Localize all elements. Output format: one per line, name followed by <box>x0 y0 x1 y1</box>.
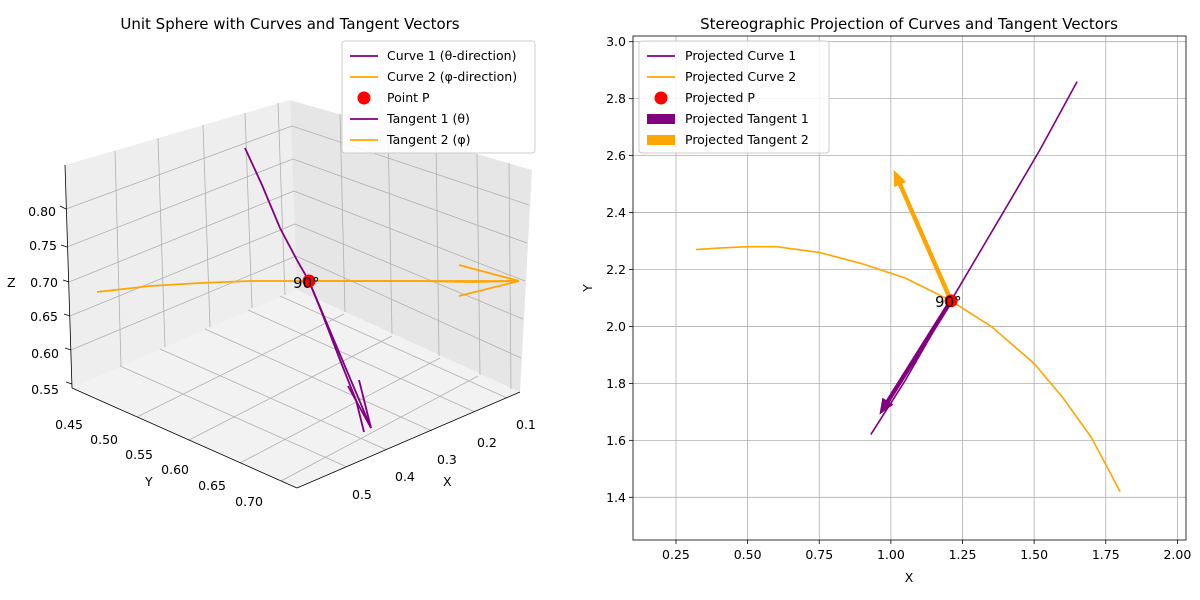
y-axis-label-3d: Y <box>144 474 153 489</box>
x-tick-label: 2.00 <box>1163 547 1191 562</box>
legend-label: Projected Curve 1 <box>685 48 796 63</box>
x-tick-label: 1.25 <box>949 547 977 562</box>
y-tick-label: 1.6 <box>606 433 626 448</box>
x-tick-label: 0.1 <box>516 417 536 432</box>
angle-annotation-2d: 90° <box>935 293 962 311</box>
axes-3d-lines <box>59 164 521 489</box>
legend-label: Point P <box>387 90 430 105</box>
z-tick-labels: 0.80 0.75 0.70 0.65 0.60 0.55 <box>28 204 59 397</box>
x-tick-label: 1.75 <box>1092 547 1120 562</box>
z-tick-label: 0.55 <box>31 382 59 397</box>
chart-3d-title: Unit Sphere with Curves and Tangent Vect… <box>120 15 459 33</box>
y-tick-label: 0.55 <box>125 447 153 462</box>
angle-annotation-3d: 90° <box>293 274 320 292</box>
y-tick-label: 0.65 <box>198 478 226 493</box>
legend-frame <box>638 40 830 154</box>
marks-2d: 90° <box>695 81 1121 492</box>
x-axis-label-3d: X <box>443 474 452 489</box>
tangent-1-theta <box>308 280 372 429</box>
series-line-1 <box>870 81 1078 436</box>
y-tick-label: 0.45 <box>55 417 83 432</box>
z-tick-label: 0.80 <box>28 204 56 219</box>
pane-x-wall <box>290 100 532 392</box>
y-tick-label: 2.6 <box>606 148 626 163</box>
x-tick-label: 0.25 <box>662 547 690 562</box>
x-tick-label: 1.50 <box>1020 547 1048 562</box>
z-tick-label: 0.75 <box>29 238 57 253</box>
legend-label: Projected Tangent 1 <box>685 111 809 126</box>
y-tick-label: 3.0 <box>606 34 626 49</box>
x-tick-label: 1.00 <box>877 547 905 562</box>
x-axis-label-2d: X <box>905 570 914 585</box>
legend-swatch <box>654 91 668 105</box>
series-line-2 <box>695 245 1121 492</box>
x-tick-label: 0.3 <box>437 452 457 467</box>
ticks-2d: 0.25 0.50 0.75 1.00 1.25 1.50 1.75 2.00 1.4 1.6 1.… <box>606 34 1191 562</box>
legend-label: Projected P <box>685 90 755 105</box>
x-tick-label: 0.2 <box>477 435 497 450</box>
chart-2d: Stereographic Projection of Curves and T… <box>580 15 1191 585</box>
y-tick-label: 0.50 <box>90 432 118 447</box>
projected-tangent-2 <box>893 169 954 302</box>
legend-swatch <box>647 135 675 145</box>
y-axis-label-2d: Y <box>580 284 595 293</box>
y-tick-label: 0.70 <box>235 494 263 509</box>
legend-label: Projected Curve 2 <box>685 69 796 84</box>
z-tick-label: 0.70 <box>30 275 58 290</box>
x-tick-label: 0.75 <box>805 547 833 562</box>
chart-3d: Unit Sphere with Curves and Tangent Vect… <box>7 15 536 509</box>
y-tick-label: 2.4 <box>606 205 626 220</box>
legend-label: Tangent 2 (φ) <box>386 132 471 147</box>
legend-label: Curve 2 (φ-direction) <box>387 69 517 84</box>
legend-swatch <box>357 91 371 105</box>
plot-frame <box>632 35 1187 541</box>
pane-floor <box>72 290 520 488</box>
x-tick-labels: 0.1 0.2 0.3 0.4 0.5 <box>352 417 536 502</box>
tangent-2-phi <box>309 264 520 297</box>
y-tick-label: 2.0 <box>606 319 626 334</box>
x-tick-label: 0.5 <box>352 487 372 502</box>
legend-frame <box>341 40 536 154</box>
legend-label: Projected Tangent 2 <box>685 132 809 147</box>
legend-swatch <box>647 114 675 124</box>
projected-tangent-1 <box>879 299 953 415</box>
y-tick-label: 2.2 <box>606 262 626 277</box>
legend-3d: Curve 1 (θ-direction) Curve 2 (φ-directi… <box>341 40 536 154</box>
legend-label: Curve 1 (θ-direction) <box>387 48 516 63</box>
y-tick-label: 1.4 <box>606 490 626 505</box>
y-tick-label: 2.8 <box>606 91 626 106</box>
x-tick-label: 0.50 <box>734 547 762 562</box>
legend-label: Tangent 1 (θ) <box>386 111 470 126</box>
grid-3d <box>65 102 530 482</box>
pane-y-wall <box>65 100 297 388</box>
y-tick-label: 0.60 <box>161 462 189 477</box>
z-axis-label: Z <box>7 275 16 290</box>
projected-point-p <box>944 294 958 308</box>
legend-2d: Projected Curve 1 Projected Curve 2 Proj… <box>638 40 830 154</box>
y-tick-labels: 0.45 0.50 0.55 0.60 0.65 0.70 <box>55 417 263 509</box>
chart-2d-title: Stereographic Projection of Curves and T… <box>700 15 1118 33</box>
z-tick-label: 0.60 <box>31 346 59 361</box>
point-p-3d <box>302 274 316 288</box>
z-tick-label: 0.65 <box>30 309 58 324</box>
y-tick-label: 1.8 <box>606 376 626 391</box>
x-tick-label: 0.4 <box>395 469 415 484</box>
